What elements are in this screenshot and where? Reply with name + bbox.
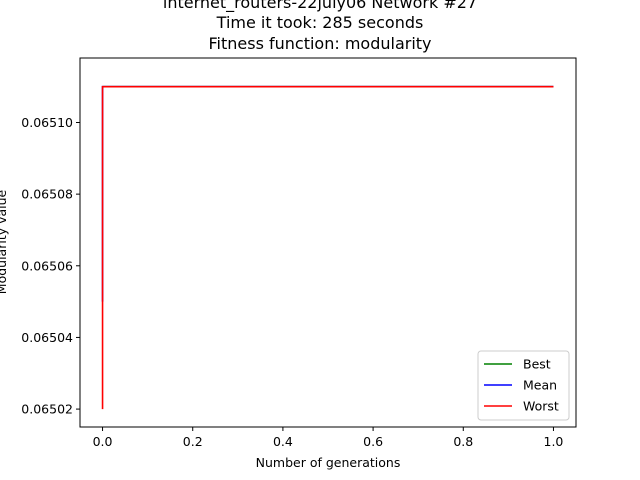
title-line-3: Fitness function: modularity (208, 34, 431, 53)
x-tick-label: 0.8 (453, 434, 473, 449)
legend-label-worst: Worst (523, 399, 559, 414)
title-line-1: internet_routers-22july06 Network #27 (163, 0, 477, 13)
legend-label-best: Best (523, 357, 551, 372)
series-layer (101, 85, 554, 410)
x-tick-label: 0.2 (183, 434, 203, 449)
title-line-2: Time it took: 285 seconds (216, 13, 424, 32)
chart-title: internet_routers-22july06 Network #27 Ti… (163, 0, 477, 53)
x-tick-label: 0.0 (93, 434, 113, 449)
plot-frame (79, 57, 577, 428)
y-tick-label: 0.06508 (21, 187, 73, 202)
y-axis: 0.06502 0.06504 0.06506 0.06508 0.06510 (21, 115, 80, 417)
legend-box (477, 350, 570, 421)
legend: Best Mean Worst (477, 350, 570, 421)
y-tick-label: 0.06502 (21, 402, 73, 417)
x-axis: 0.0 0.2 0.4 0.6 0.8 1.0 (93, 427, 564, 449)
x-tick-label: 0.4 (273, 434, 293, 449)
y-axis-label: Modularity value (0, 189, 9, 294)
y-tick-label: 0.06510 (21, 115, 73, 130)
y-tick-label: 0.06506 (21, 258, 73, 273)
y-tick-label: 0.06504 (21, 330, 73, 345)
series-line-worst (101, 85, 554, 410)
x-tick-label: 1.0 (544, 434, 564, 449)
x-tick-label: 0.6 (363, 434, 383, 449)
x-axis-label: Number of generations (256, 455, 401, 470)
legend-label-mean: Mean (523, 378, 557, 393)
